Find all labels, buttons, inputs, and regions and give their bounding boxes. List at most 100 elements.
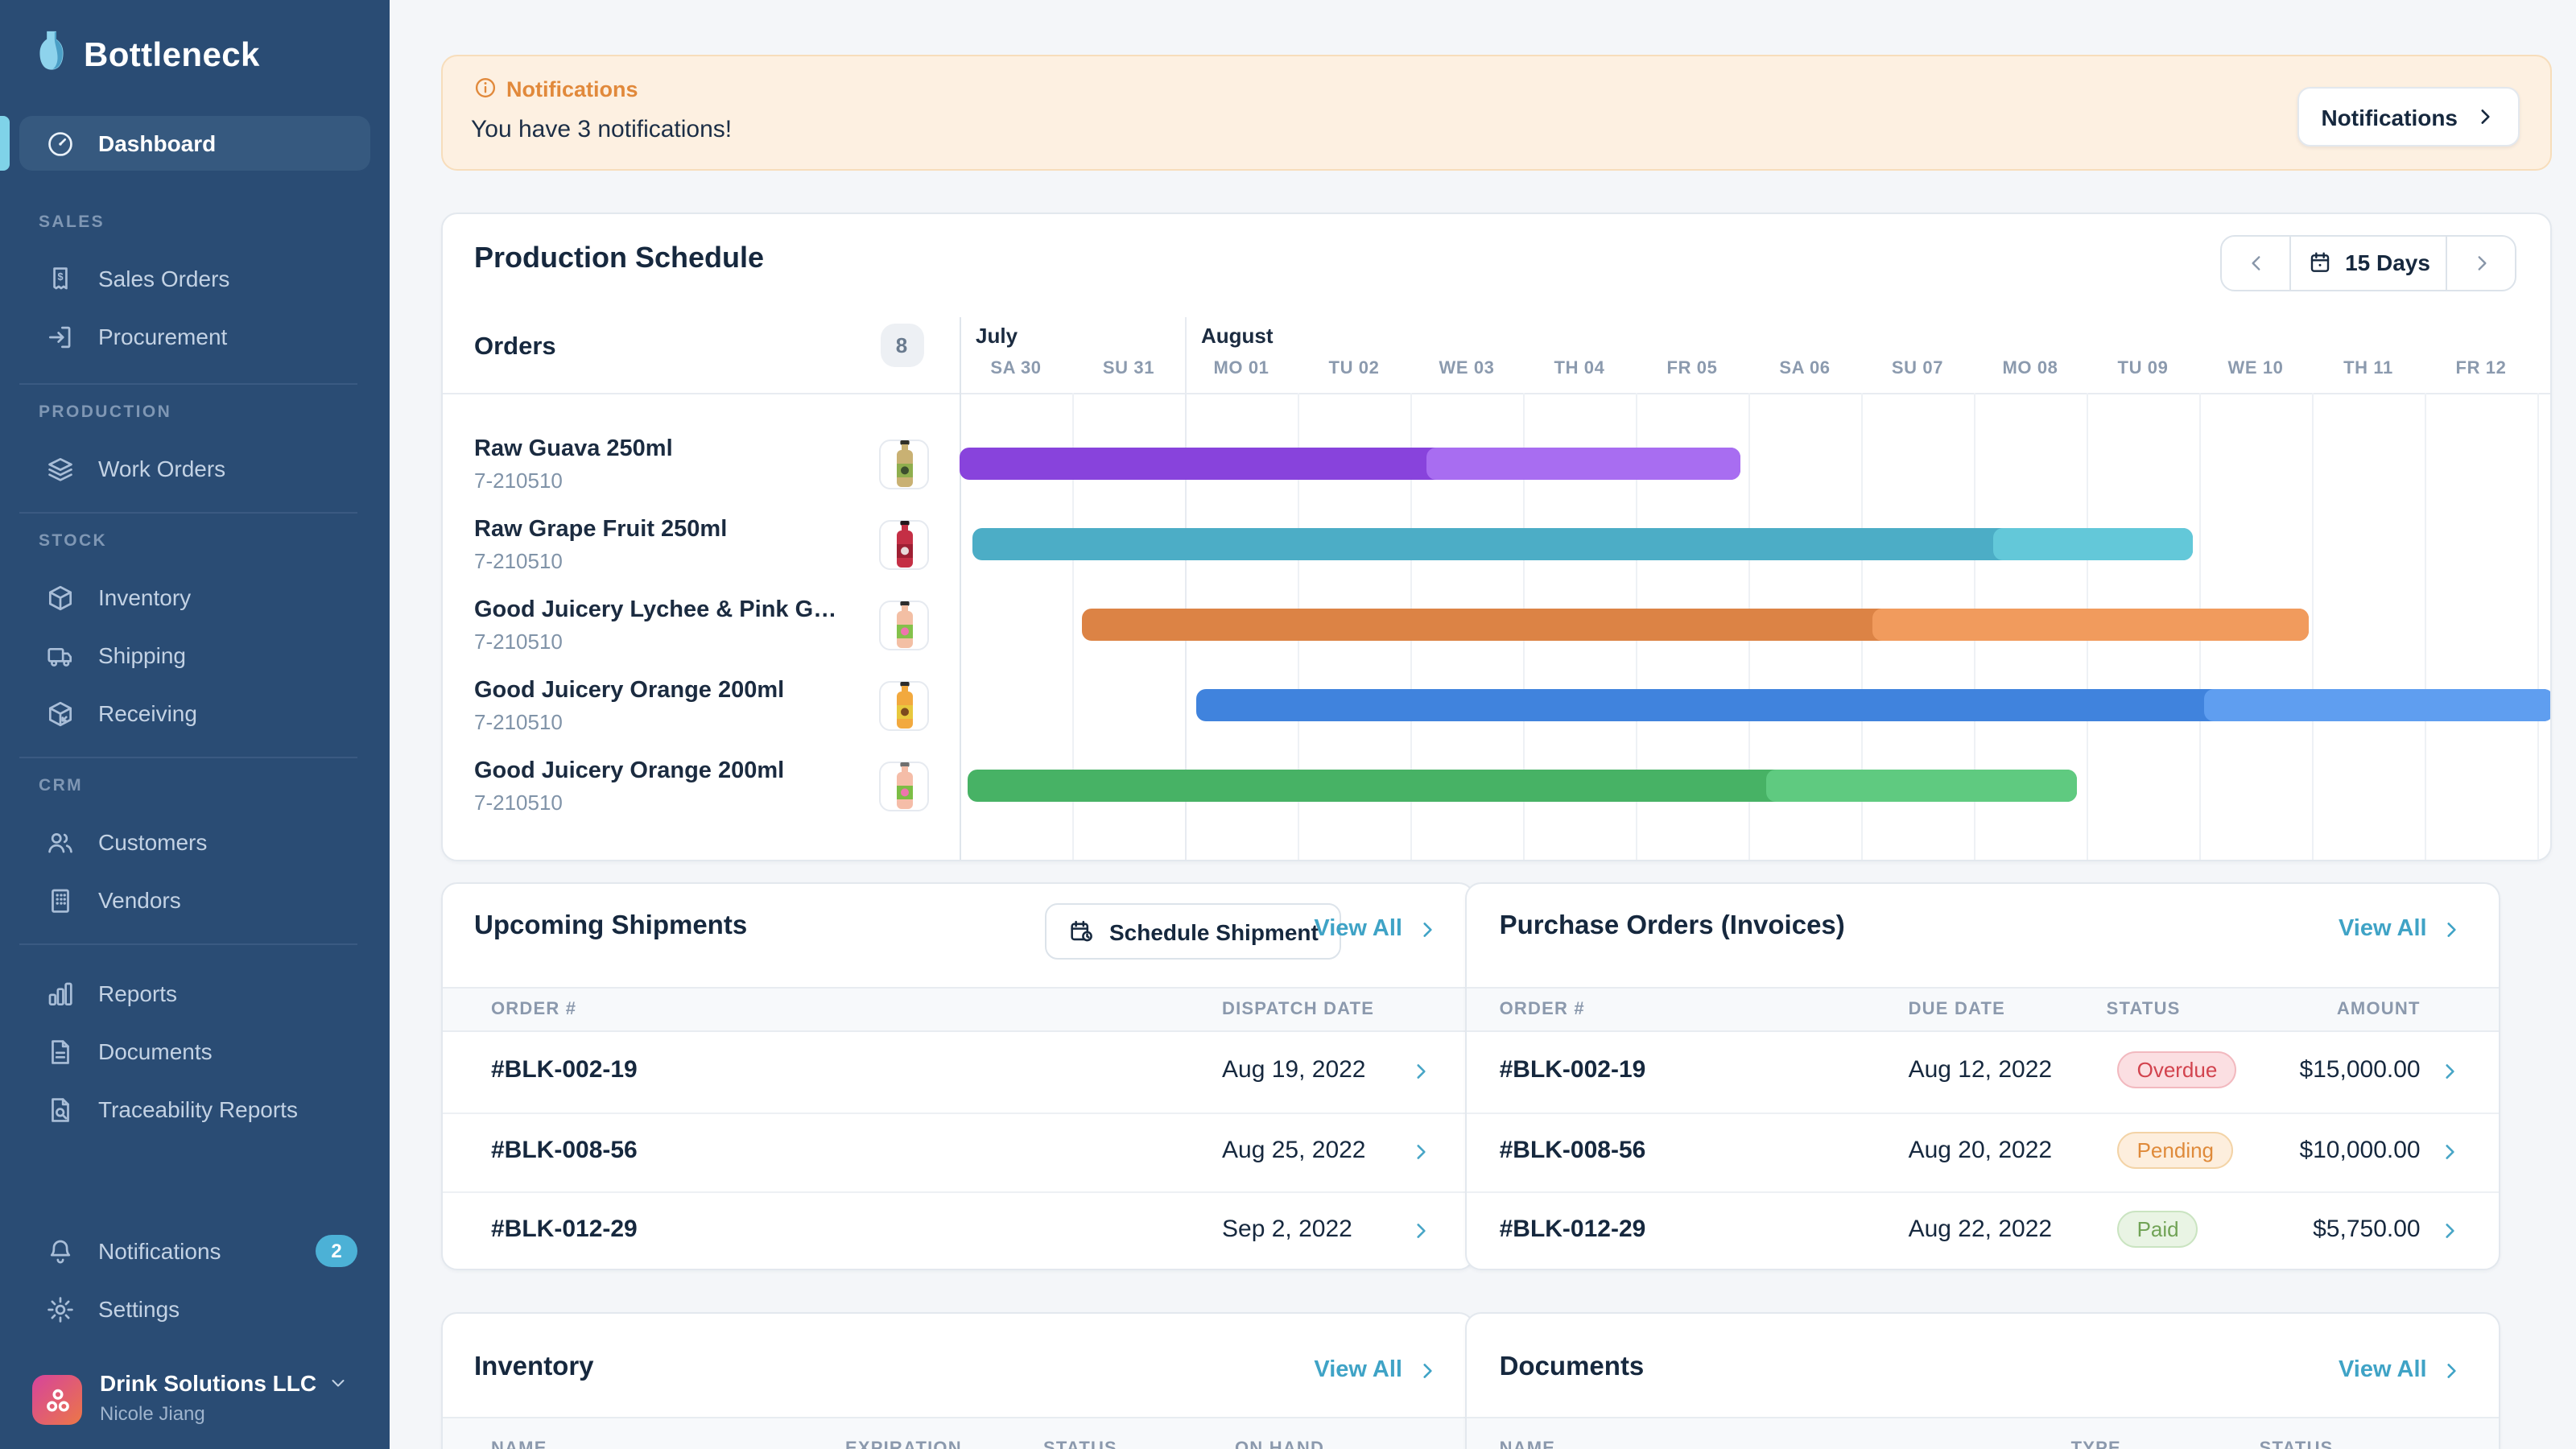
shipment-row[interactable]: #BLK-012-29 Sep 2, 2022 <box>442 1192 1473 1269</box>
product-name: Raw Grape Fruit 250ml <box>474 517 728 543</box>
sidebar: Bottleneck Dashboard SALES Sales Orders … <box>0 0 390 1449</box>
chevron-right-icon <box>1423 922 1432 936</box>
month-label-august: August <box>1201 323 1274 347</box>
purchase-orders-view-all-link[interactable]: View All <box>2339 916 2462 942</box>
column-header-due-date: DUE DATE <box>1908 1000 2006 1019</box>
gantt-bar[interactable] <box>967 770 2078 802</box>
gantt-day-label: MO 01 <box>1213 358 1269 378</box>
sidebar-item-label: Dashboard <box>98 130 217 156</box>
section-label-stock: STOCK <box>39 531 108 551</box>
sidebar-item-label: Documents <box>98 1038 213 1064</box>
range-selector-button[interactable]: 15 Days <box>2289 236 2447 289</box>
molecule-icon <box>46 1388 68 1411</box>
gantt-bar-remaining-segment <box>1872 609 2309 641</box>
sidebar-item-customers[interactable]: Customers <box>19 815 370 869</box>
month-boundary-line <box>1185 317 1187 860</box>
gantt-day-header-row: SA 30 SU 31 MO 01 TU 02 WE 03 TH 04 FR 05 SA 06… <box>960 358 2550 381</box>
view-all-label: View All <box>2338 1357 2427 1383</box>
view-all-label: View All <box>2338 916 2427 942</box>
gantt-bar-remaining-segment <box>2203 689 2551 721</box>
gantt-bar[interactable] <box>1196 689 2551 721</box>
orders-count-badge: 8 <box>880 323 923 366</box>
sidebar-item-settings[interactable]: Settings <box>19 1282 370 1336</box>
sidebar-item-shipping[interactable]: Shipping <box>19 628 370 683</box>
app-logo: Bottleneck <box>32 29 260 82</box>
shipment-row[interactable]: #BLK-002-19 Aug 19, 2022 <box>442 1032 1473 1114</box>
bottle-image <box>896 762 912 809</box>
sidebar-item-label: Vendors <box>98 887 181 913</box>
gantt-day-label: WE 10 <box>2227 358 2284 378</box>
gantt-day-label: TU 02 <box>1328 358 1380 378</box>
notifications-count-badge: 2 <box>316 1235 357 1267</box>
sidebar-item-documents[interactable]: Documents <box>19 1024 370 1079</box>
product-code: 7-210510 <box>474 630 563 654</box>
sidebar-item-dashboard[interactable]: Dashboard <box>19 116 370 171</box>
sidebar-item-label: Receiving <box>98 700 197 726</box>
sidebar-item-procurement[interactable]: Procurement <box>19 309 370 364</box>
gantt-bar[interactable] <box>960 448 1741 480</box>
inventory-title: Inventory <box>474 1352 594 1381</box>
bottle-image <box>896 682 912 729</box>
purchase-order-row[interactable]: #BLK-012-29 Aug 22, 2022 Paid $5,750.00 <box>1468 1192 2500 1269</box>
sidebar-item-work-orders[interactable]: Work Orders <box>19 441 370 496</box>
app-title: Bottleneck <box>84 36 260 73</box>
notifications-button[interactable]: Notifications <box>2297 87 2519 147</box>
gantt-chart-area <box>960 393 2551 860</box>
schedule-shipment-label: Schedule Shipment <box>1109 919 1319 944</box>
main-content: Notifications You have 3 notifications! … <box>390 0 2576 1449</box>
product-thumbnail <box>879 519 929 569</box>
chevron-down-icon <box>331 1380 344 1387</box>
gantt-bar[interactable] <box>972 528 2193 560</box>
product-thumbnail <box>879 439 929 489</box>
sidebar-item-notifications[interactable]: Notifications <box>19 1224 370 1278</box>
gantt-bar-remaining-segment <box>1992 528 2193 560</box>
dispatch-date: Sep 2, 2022 <box>1222 1216 1352 1244</box>
bottle-image <box>896 601 912 648</box>
chevron-right-icon <box>2446 1224 2455 1239</box>
bottle-image <box>896 440 912 487</box>
order-number: #BLK-002-19 <box>491 1056 638 1084</box>
production-schedule-card: Production Schedule 15 Days Orders 8 Jul… <box>440 212 2552 861</box>
product-name: Good Juicery Orange 200ml <box>474 758 785 784</box>
sidebar-item-reports[interactable]: Reports <box>19 966 370 1021</box>
range-label: 15 Days <box>2345 250 2430 275</box>
gantt-bar-remaining-segment <box>1426 448 1741 480</box>
product-name: Good Juicery Lychee & Pink Guava... <box>474 597 848 623</box>
gantt-gridline <box>2312 393 2314 860</box>
sidebar-item-inventory[interactable]: Inventory <box>19 570 370 625</box>
company-name: Drink Solutions LLC <box>100 1370 317 1396</box>
sidebar-item-vendors[interactable]: Vendors <box>19 873 370 927</box>
documents-view-all-link[interactable]: View All <box>2339 1357 2462 1383</box>
gantt-bar[interactable] <box>1082 609 2309 641</box>
purchase-order-row[interactable]: #BLK-002-19 Aug 12, 2022 Overdue $15,000… <box>1467 1032 2500 1114</box>
view-all-label: View All <box>1314 1357 1402 1383</box>
shipment-row[interactable]: #BLK-008-56 Aug 25, 2022 <box>442 1112 1473 1194</box>
account-switcher[interactable]: Drink Solutions LLC <box>100 1370 347 1396</box>
chevron-right-icon <box>1417 1144 1426 1159</box>
sidebar-item-label: Traceability Reports <box>98 1096 298 1122</box>
column-header-status: STATUS <box>1043 1439 1117 1449</box>
range-next-button[interactable] <box>2447 236 2515 289</box>
status-badge: Paid <box>2117 1211 2198 1249</box>
gantt-day-label: SA 06 <box>1779 358 1831 378</box>
sidebar-item-sales-orders[interactable]: Sales Orders <box>19 251 370 306</box>
due-date: Aug 12, 2022 <box>1908 1056 2053 1084</box>
package-icon <box>45 582 76 613</box>
range-prev-button[interactable] <box>2222 236 2289 289</box>
sidebar-item-label: Settings <box>98 1296 180 1322</box>
column-header-on-hand: ON HAND <box>1235 1439 1325 1449</box>
product-code: 7-210510 <box>474 549 563 573</box>
order-number: #BLK-008-56 <box>1499 1136 1646 1164</box>
shipments-view-all-link[interactable]: View All <box>1314 916 1438 942</box>
due-date: Aug 22, 2022 <box>1908 1216 2053 1244</box>
purchase-order-row[interactable]: #BLK-008-56 Aug 20, 2022 Pending $10,000… <box>1467 1112 2500 1194</box>
sidebar-item-traceability-reports[interactable]: Traceability Reports <box>19 1082 370 1137</box>
column-header-name: NAME <box>491 1439 547 1449</box>
sidebar-item-label: Procurement <box>98 324 228 349</box>
chevron-right-icon <box>1417 1224 1426 1239</box>
schedule-shipment-button[interactable]: Schedule Shipment <box>1045 903 1341 960</box>
sidebar-item-receiving[interactable]: Receiving <box>19 686 370 741</box>
dispatch-date: Aug 19, 2022 <box>1222 1056 1366 1084</box>
inventory-view-all-link[interactable]: View All <box>1314 1357 1438 1383</box>
banner-message: You have 3 notifications! <box>471 116 733 143</box>
